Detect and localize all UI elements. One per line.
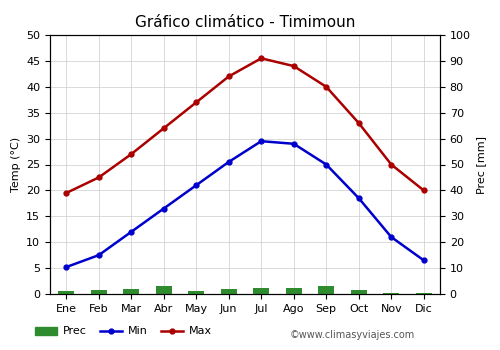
Bar <box>58 292 74 294</box>
Y-axis label: Prec [mm]: Prec [mm] <box>476 135 486 194</box>
Text: ©www.climasyviajes.com: ©www.climasyviajes.com <box>290 329 415 340</box>
Bar <box>350 290 367 294</box>
Bar <box>188 292 204 294</box>
Bar <box>383 293 400 294</box>
Title: Gráfico climático - Timimoun: Gráfico climático - Timimoun <box>135 15 355 30</box>
Bar <box>253 288 270 294</box>
Bar <box>123 289 140 294</box>
Bar <box>90 290 107 294</box>
Legend: Prec, Min, Max: Prec, Min, Max <box>30 322 216 341</box>
Bar <box>416 293 432 294</box>
Bar <box>286 288 302 294</box>
Y-axis label: Temp (°C): Temp (°C) <box>10 137 20 192</box>
Bar <box>318 286 334 294</box>
Bar <box>220 289 237 294</box>
Bar <box>156 286 172 294</box>
